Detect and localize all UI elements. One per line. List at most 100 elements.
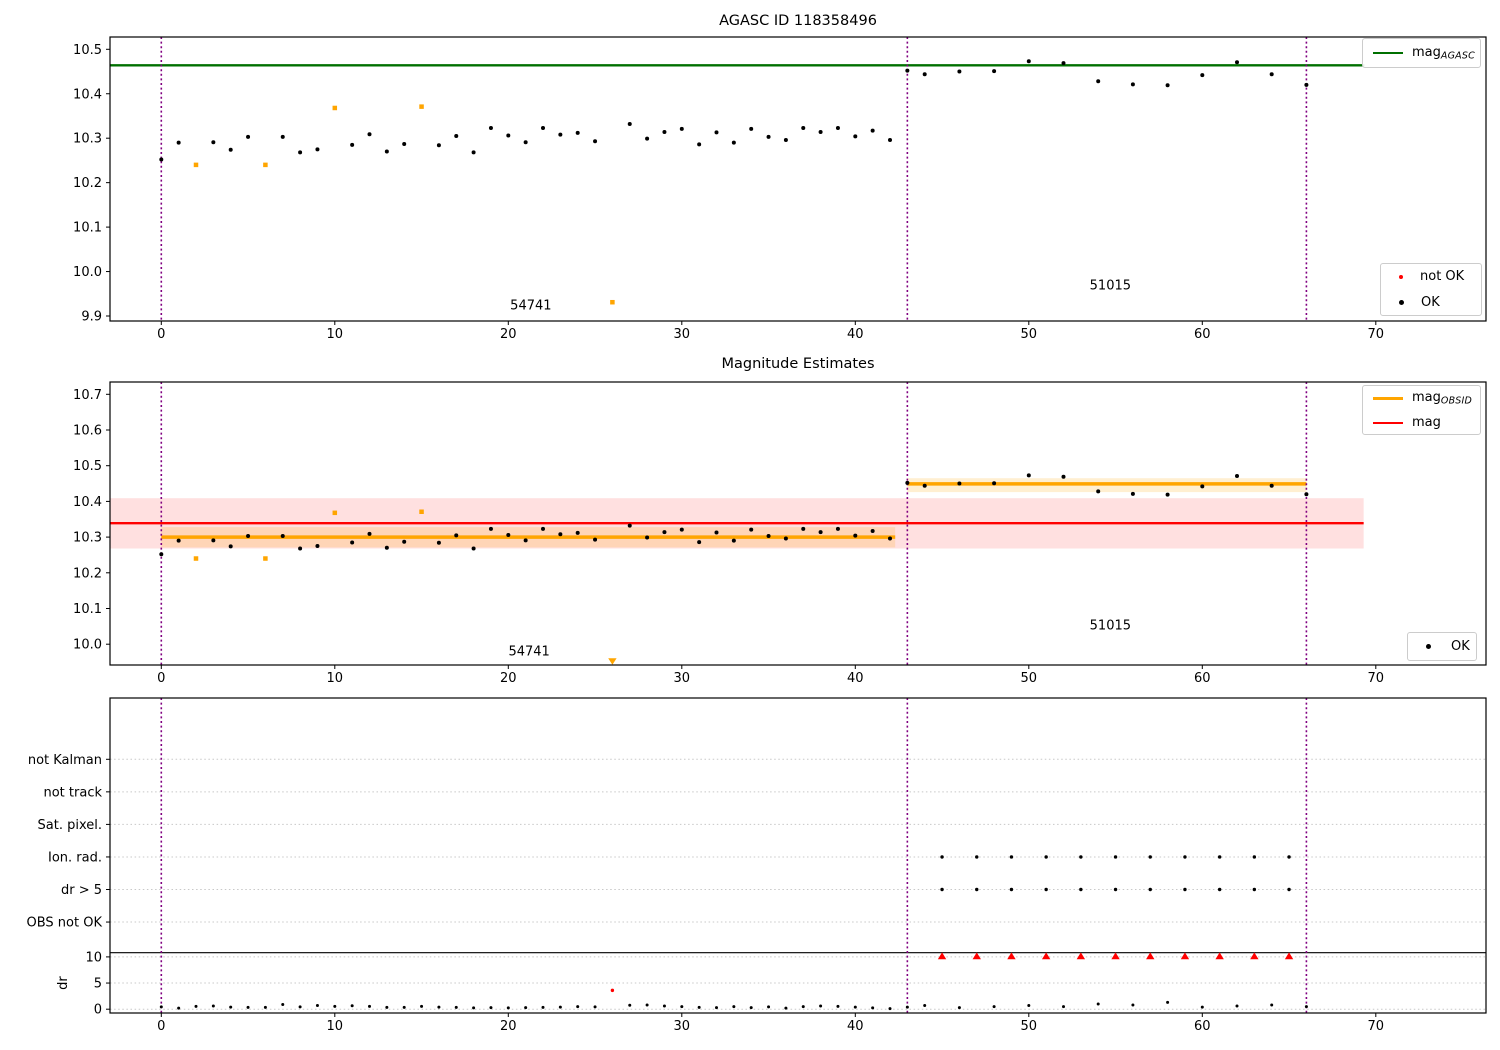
dr-ok-point <box>732 1005 736 1009</box>
flag-category-label: not Kalman <box>28 753 102 768</box>
legend-label-ok: OK <box>1421 294 1440 310</box>
flag-point <box>1079 855 1083 859</box>
dr-ok-point <box>489 1006 493 1010</box>
x-tick-label: 40 <box>847 671 864 686</box>
ok-point <box>627 523 632 528</box>
ok-point <box>1096 79 1101 84</box>
ok-marker-swatch <box>1426 644 1431 649</box>
ok-point <box>280 534 285 539</box>
flag-point <box>1287 887 1291 892</box>
ok-point <box>1061 61 1066 66</box>
dr-ok-point <box>281 1002 285 1006</box>
ok-point <box>298 546 303 551</box>
x-tick-label: 0 <box>157 327 165 342</box>
legend-mag-agasc: magAGASC <box>1362 38 1481 68</box>
dr-ok-point <box>1062 1005 1065 1009</box>
ok-point <box>835 526 840 531</box>
ok-point <box>471 546 476 551</box>
flag-point <box>1252 855 1257 859</box>
dr-ok-point <box>315 1004 319 1008</box>
flagged-point <box>263 556 268 561</box>
ok-point <box>367 531 372 536</box>
flag-point <box>1217 887 1222 892</box>
obsid-annotation: 54741 <box>510 298 551 313</box>
x-tick-label: 20 <box>500 671 517 686</box>
dr-ok-point <box>194 1004 198 1008</box>
ok-point <box>818 530 823 535</box>
x-tick-label: 20 <box>500 327 517 342</box>
x-tick-label: 60 <box>1194 327 1211 342</box>
dr-clipped-high-marker <box>1076 952 1086 960</box>
dr-clipped-high-marker <box>937 952 947 960</box>
flag-point <box>1113 887 1118 892</box>
dr-ok-point <box>628 1003 632 1007</box>
legend-label-mag-obsid: magOBSID <box>1412 390 1473 407</box>
ok-point <box>783 536 788 541</box>
flag-point <box>975 855 979 859</box>
ok-point <box>159 157 164 162</box>
dr-ok-point <box>263 1005 267 1009</box>
ok-point <box>853 134 858 139</box>
dr-clipped-high-marker <box>1215 952 1224 960</box>
flag-point <box>1217 855 1222 859</box>
ok-point <box>714 130 719 135</box>
flag-category-label: not track <box>43 785 102 800</box>
ok-point <box>488 125 493 130</box>
ok-point <box>1061 474 1066 479</box>
x-tick-label: 30 <box>674 327 691 342</box>
flagged-point <box>610 299 615 305</box>
flag-point <box>1148 887 1152 892</box>
ok-point <box>888 137 892 142</box>
flag-point <box>940 855 944 859</box>
flagged-point <box>419 104 424 109</box>
dr-ok-point <box>524 1006 528 1010</box>
dr-tick-label: 10 <box>85 950 102 965</box>
x-tick-label: 0 <box>157 671 165 686</box>
flag-point <box>1287 855 1291 859</box>
dr-ok-point <box>836 1004 840 1008</box>
dr-clipped-high-marker <box>1180 952 1190 960</box>
dr-clipped-high-marker <box>1041 952 1051 960</box>
flag-point <box>975 887 979 892</box>
ok-point <box>662 129 667 134</box>
flag-category-label: OBS not OK <box>27 916 103 931</box>
x-tick-label: 10 <box>327 1019 344 1034</box>
dr-ok-point <box>454 1005 458 1009</box>
ok-point <box>159 552 164 557</box>
ok-point <box>749 527 754 532</box>
dr-ok-point <box>801 1005 805 1009</box>
flagged-point <box>332 105 338 111</box>
ok-point <box>228 147 233 152</box>
ok-point <box>1096 489 1101 494</box>
flag-category-label: Sat. pixel. <box>38 818 102 833</box>
ok-point <box>922 72 927 77</box>
ok-point <box>384 545 389 550</box>
flag-point <box>1009 855 1014 859</box>
ok-marker-swatch <box>1399 299 1404 305</box>
dr-ok-point <box>697 1005 701 1009</box>
flag-point <box>1183 887 1187 892</box>
axes-border <box>109 36 1487 322</box>
ok-point <box>315 147 320 152</box>
ok-point <box>541 526 545 531</box>
ok-point <box>558 132 563 137</box>
flag-point <box>1183 855 1187 859</box>
ok-point <box>992 69 997 74</box>
dr-ok-point <box>1304 1005 1308 1009</box>
ok-point <box>1165 83 1170 88</box>
x-tick-label: 50 <box>1021 327 1038 342</box>
dr-ok-point <box>229 1005 233 1009</box>
dr-tick-label: 0 <box>94 1003 102 1018</box>
ok-point <box>888 536 892 541</box>
ok-point <box>766 134 771 139</box>
dr-axis-label: dr <box>56 976 71 990</box>
dr-ok-point <box>1270 1003 1274 1007</box>
y-tick-label: 10.0 <box>73 265 102 280</box>
ok-point <box>1304 82 1309 87</box>
flag-point <box>1148 855 1152 859</box>
dr-ok-point <box>298 1005 302 1009</box>
ok-point <box>870 128 875 133</box>
flag-point <box>1079 887 1083 892</box>
ok-point <box>731 140 736 145</box>
